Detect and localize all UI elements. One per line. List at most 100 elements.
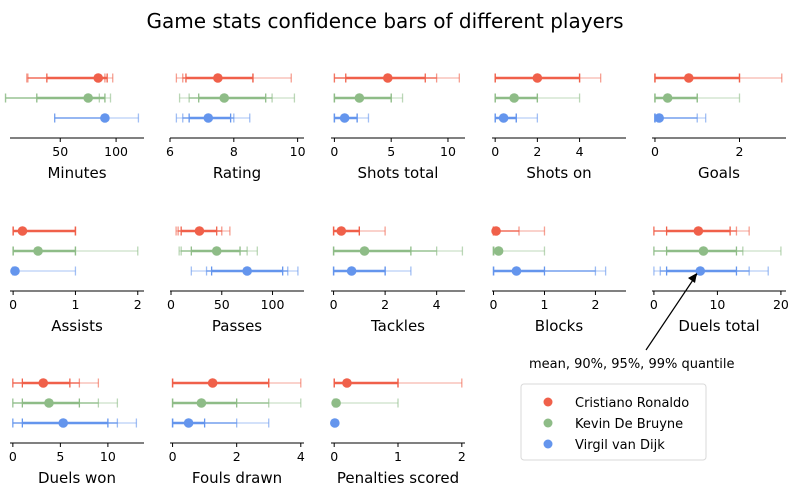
mean-marker [359,246,370,256]
interval-cristiano-ronaldo [26,73,114,83]
mean-marker [38,378,49,388]
x-tick-label: 5 [56,449,64,464]
interval-cristiano-ronaldo [332,226,386,236]
x-tick-label: 100 [261,297,285,312]
x-tick-label: 10 [709,297,725,312]
x-tick-label: 2 [134,297,142,312]
interval-cristiano-ronaldo [333,73,460,83]
x-tick-label: 0 [169,449,177,464]
interval-virgil-van-dijk [190,266,299,276]
interval-virgil-van-dijk [333,113,370,123]
x-axis-label: Rating [213,164,261,182]
interval-virgil-van-dijk [54,113,140,123]
x-tick-label: 2 [458,449,466,464]
subplot-rating: 6 8 10 Rating [166,73,306,182]
mean-marker [83,93,93,103]
annotation-arrowhead [688,273,697,283]
interval-cristiano-ronaldo [175,73,292,83]
legend: Cristiano Ronaldo Kevin De Bruyne Virgil… [520,383,707,461]
x-axis-label: Tackles [370,317,425,335]
x-tick-label: 0 [167,297,175,312]
mean-marker [219,93,230,103]
x-tick-label: 0 [9,297,17,312]
mean-marker [17,226,28,236]
interval-kevin-de-bruyne [654,93,741,103]
interval-virgil-van-dijk [494,113,539,123]
mean-marker [196,398,207,408]
subplot-assists: 0 1 2 Assists [9,226,144,335]
mean-marker [498,113,509,123]
mean-marker [93,73,104,83]
chart-title: Game stats confidence bars of different … [146,9,623,33]
x-tick-label: 6 [166,144,174,159]
subplot-blocks: 0 1 2 Blocks [490,226,626,335]
x-tick-label: 20 [773,297,789,312]
x-axis-label: Shots on [526,164,591,182]
mean-marker [10,266,20,276]
interval-virgil-van-dijk [654,113,707,123]
subplot-duels-won: 0 5 10 Duels won [9,378,144,487]
x-tick-label: 100 [104,144,128,159]
mean-marker [683,73,694,83]
legend-label-2: Virgil van Dijk [575,438,665,453]
x-tick-label: 10 [100,449,116,464]
interval-kevin-de-bruyne [331,398,399,408]
x-axis-label: Assists [51,317,103,335]
interval-kevin-de-bruyne [492,246,546,256]
x-tick-label: 0 [491,144,499,159]
mean-marker [693,226,704,236]
x-tick-label: 50 [52,144,68,159]
mean-marker [183,418,194,428]
mean-marker [339,113,350,123]
interval-virgil-van-dijk [12,418,138,428]
x-axis-label: Duels won [38,469,116,487]
mean-marker [698,246,709,256]
x-tick-label: 2 [381,297,389,312]
x-tick-label: 2 [591,297,599,312]
mean-marker [331,398,341,408]
subplot-tackles: 0 2 4 Tackles [330,226,465,335]
interval-cristiano-ronaldo [494,73,602,83]
mean-marker [336,226,347,236]
interval-cristiano-ronaldo [653,226,750,236]
interval-cristiano-ronaldo [12,226,77,236]
annotation-text: mean, 90%, 95%, 99% quantile [529,357,735,372]
interval-cristiano-ronaldo [175,226,231,236]
legend-marker-1 [543,418,553,428]
mean-marker [511,266,522,276]
mean-marker [509,93,519,103]
interval-virgil-van-dijk [332,266,412,276]
interval-cristiano-ronaldo [654,73,783,83]
interval-virgil-van-dijk [171,418,270,428]
interval-kevin-de-bruyne [12,246,139,256]
mean-marker [382,73,393,83]
x-tick-label: 1 [71,297,79,312]
annotation-arrow [645,273,698,351]
subplot-duels-total: 0 10 20 Duels total [650,226,789,335]
mean-marker [654,113,664,123]
interval-kevin-de-bruyne [171,398,302,408]
mean-marker [493,246,504,256]
interval-virgil-van-dijk [175,113,251,123]
interval-cristiano-ronaldo [333,378,463,388]
mean-marker [662,93,673,103]
interval-kevin-de-bruyne [4,93,112,103]
x-tick-label: 0 [330,297,338,312]
x-axis-label: Passes [212,317,262,335]
interval-virgil-van-dijk [330,418,340,428]
x-axis-label: Blocks [535,317,584,335]
legend-marker-2 [543,439,553,449]
x-tick-label: 50 [214,297,230,312]
interval-kevin-de-bruyne [333,93,404,103]
mean-marker [242,266,252,276]
interval-kevin-de-bruyne [178,93,296,103]
x-tick-label: 0 [330,449,338,464]
interval-kevin-de-bruyne [653,246,782,256]
x-tick-label: 0 [650,297,658,312]
x-tick-label: 5 [387,144,395,159]
interval-cristiano-ronaldo [171,378,302,388]
x-tick-label: 8 [230,144,238,159]
x-tick-label: 4 [433,297,441,312]
x-axis-label: Shots total [358,164,439,182]
